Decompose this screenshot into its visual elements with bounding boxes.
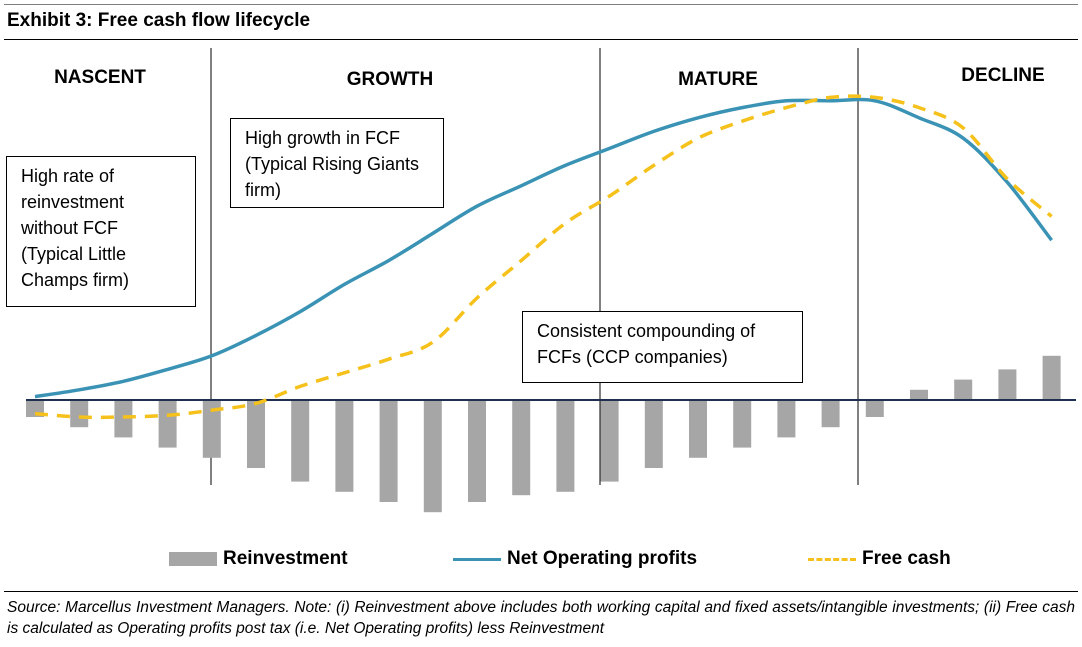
reinvestment-bar: [335, 400, 354, 492]
reinvestment-bar: [158, 400, 177, 448]
phase-label-nascent: NASCENT: [54, 67, 146, 88]
reinvestment-bar: [777, 400, 796, 438]
reinvestment-bar: [733, 400, 752, 448]
net-operating-profits-line: [34, 97, 1053, 399]
footer-rule: [4, 591, 1078, 592]
annotation-box-growth: High growth in FCF (Typical Rising Giant…: [230, 118, 444, 208]
reinvestment-bar: [512, 400, 531, 496]
legend-swatch-net-operating-profits: [453, 557, 501, 561]
top-rule: [4, 4, 1078, 5]
reinvestment-bar: [644, 400, 663, 468]
reinvestment-bar: [202, 400, 221, 458]
lifecycle-chart: NASCENT GROWTH MATURE DECLINE: [26, 48, 1076, 513]
legend-label-free-cash: Free cash: [862, 548, 951, 569]
reinvestment-bar: [70, 400, 89, 428]
reinvestment-bar: [865, 400, 884, 417]
reinvestment-bar: [998, 369, 1017, 400]
phase-label-growth: GROWTH: [347, 69, 434, 90]
reinvestment-bar: [954, 379, 973, 400]
annotation-text-growth: High growth in FCF (Typical Rising Giant…: [245, 128, 420, 200]
annotation-text-nascent: High rate of reinvestment without FCF (T…: [21, 166, 130, 290]
legend: Reinvestment Net Operating profits Free …: [0, 546, 1082, 572]
phase-label-mature: MATURE: [678, 69, 758, 90]
reinvestment-bar: [910, 389, 928, 400]
free-cash-line: [34, 94, 1053, 420]
reinvestment-bar: [556, 400, 575, 492]
phase-label-decline: DECLINE: [961, 65, 1044, 86]
reinvestment-bar: [600, 400, 619, 482]
exhibit-title: Exhibit 3: Free cash flow lifecycle: [7, 10, 311, 31]
reinvestment-bar: [468, 400, 486, 502]
legend-swatch-free-cash: [808, 557, 856, 561]
reinvestment-bar: [689, 400, 707, 458]
reinvestment-bar: [423, 400, 442, 513]
reinvestment-bar: [291, 400, 310, 482]
legend-swatch-reinvestment: [169, 552, 217, 566]
legend-item-reinvestment: Reinvestment: [169, 546, 348, 572]
source-note: Source: Marcellus Investment Managers. N…: [7, 599, 1075, 637]
reinvestment-bar: [1042, 355, 1061, 400]
legend-label-net-operating-profits: Net Operating profits: [507, 548, 698, 569]
annotation-box-mature: Consistent compounding of FCFs (CCP comp…: [522, 311, 803, 383]
reinvestment-bar: [379, 400, 398, 502]
annotation-box-nascent: High rate of reinvestment without FCF (T…: [6, 156, 196, 307]
annotation-text-mature: Consistent compounding of FCFs (CCP comp…: [537, 321, 756, 367]
legend-label-reinvestment: Reinvestment: [223, 548, 348, 569]
legend-item-net-operating-profits: Net Operating profits: [453, 546, 697, 572]
reinvestment-bar: [247, 400, 265, 468]
legend-item-free-cash: Free cash: [808, 546, 951, 572]
title-rule: [4, 39, 1078, 40]
reinvestment-bar: [821, 400, 840, 428]
